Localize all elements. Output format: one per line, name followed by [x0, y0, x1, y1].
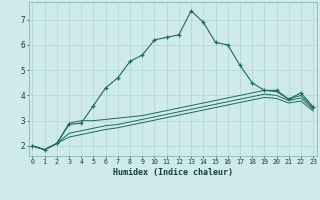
X-axis label: Humidex (Indice chaleur): Humidex (Indice chaleur)	[113, 168, 233, 177]
